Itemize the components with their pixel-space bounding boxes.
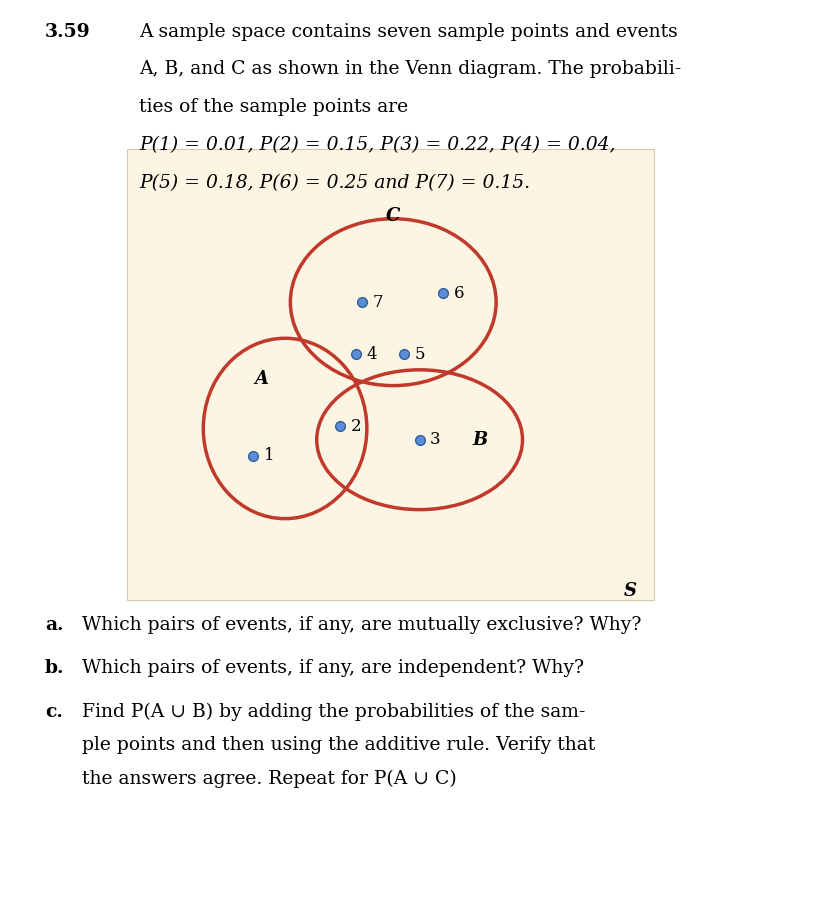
Text: ties of the sample points are: ties of the sample points are: [139, 98, 408, 116]
Bar: [127, 149, 654, 600]
Text: 7: 7: [372, 294, 383, 310]
Text: the answers agree. Repeat for P(A ∪ C): the answers agree. Repeat for P(A ∪ C): [82, 770, 456, 788]
Text: 1: 1: [264, 447, 275, 464]
Text: A, B, and C as shown in the Venn diagram. The probabili-: A, B, and C as shown in the Venn diagram…: [139, 60, 681, 78]
Text: 5: 5: [415, 345, 425, 363]
Text: P(1) = 0.01, P(2) = 0.15, P(3) = 0.22, P(4) = 0.04,: P(1) = 0.01, P(2) = 0.15, P(3) = 0.22, P…: [139, 136, 616, 154]
Text: S: S: [623, 582, 636, 600]
Text: ple points and then using the additive rule. Verify that: ple points and then using the additive r…: [82, 736, 595, 754]
Text: A sample space contains seven sample points and events: A sample space contains seven sample poi…: [139, 23, 678, 41]
Text: 3: 3: [430, 431, 441, 448]
Text: Find P(A ∪ B) by adding the probabilities of the sam-: Find P(A ∪ B) by adding the probabilitie…: [82, 703, 585, 721]
Text: 3.59: 3.59: [45, 23, 91, 41]
Text: A: A: [254, 370, 268, 388]
Text: B: B: [473, 431, 488, 448]
Text: 6: 6: [454, 285, 465, 301]
Text: Which pairs of events, if any, are mutually exclusive? Why?: Which pairs of events, if any, are mutua…: [82, 616, 641, 634]
Text: C: C: [386, 207, 401, 226]
Text: 4: 4: [367, 345, 378, 363]
Text: a.: a.: [45, 616, 64, 634]
Text: P(5) = 0.18, P(6) = 0.25 and P(7) = 0.15.: P(5) = 0.18, P(6) = 0.25 and P(7) = 0.15…: [139, 174, 530, 192]
Text: Which pairs of events, if any, are independent? Why?: Which pairs of events, if any, are indep…: [82, 659, 584, 677]
Text: c.: c.: [45, 703, 63, 721]
Text: 2: 2: [351, 418, 362, 435]
Text: b.: b.: [45, 659, 65, 677]
